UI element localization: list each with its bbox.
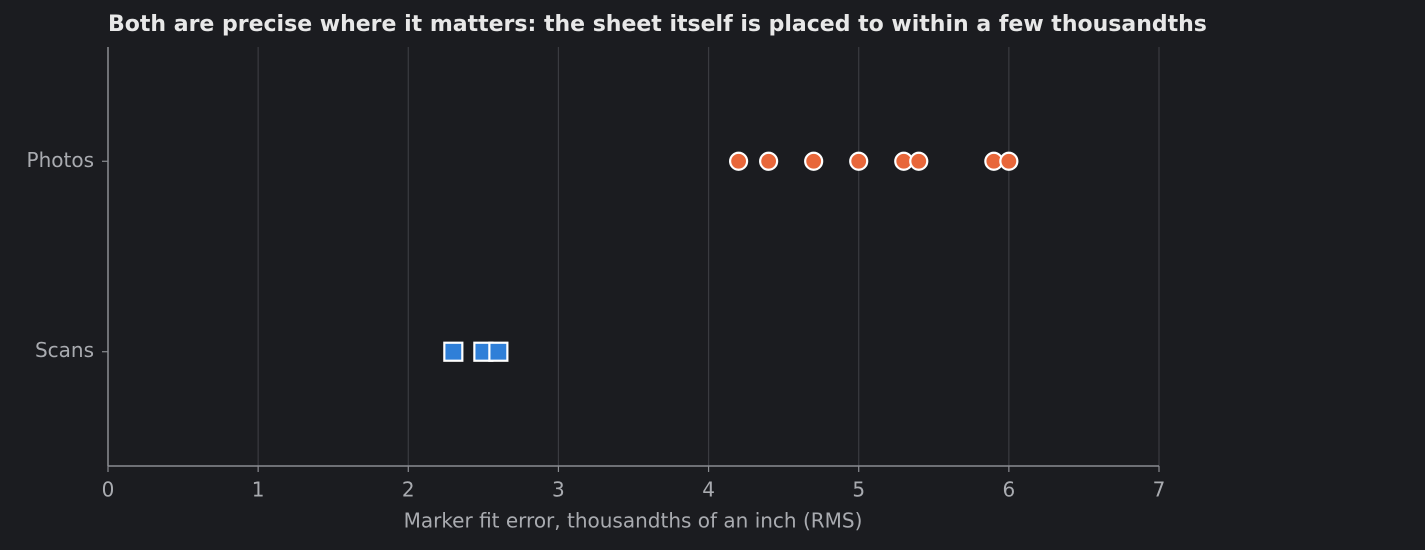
point — [728, 151, 749, 171]
x-tick-label: 7 — [1153, 478, 1166, 502]
point — [804, 151, 824, 171]
x-tick-label: 2 — [402, 478, 415, 502]
chart-title: Both are precise where it matters: the s… — [108, 12, 1207, 37]
point — [759, 151, 779, 171]
x-tick-label: 5 — [852, 478, 865, 502]
x-tick-label: 4 — [702, 478, 715, 502]
point — [849, 151, 869, 171]
y-tick-label: Scans — [35, 338, 94, 362]
x-tick-label: 1 — [252, 478, 265, 502]
point — [443, 341, 464, 362]
x-axis-label: Marker fit error, thousandths of an inch… — [404, 509, 863, 533]
point — [488, 341, 509, 362]
x-tick-label: 6 — [1002, 478, 1015, 502]
point — [909, 151, 929, 171]
x-tick-label: 3 — [552, 478, 565, 502]
y-tick-label: Photos — [27, 148, 94, 172]
x-tick-label: 0 — [102, 478, 115, 502]
point — [999, 151, 1019, 171]
